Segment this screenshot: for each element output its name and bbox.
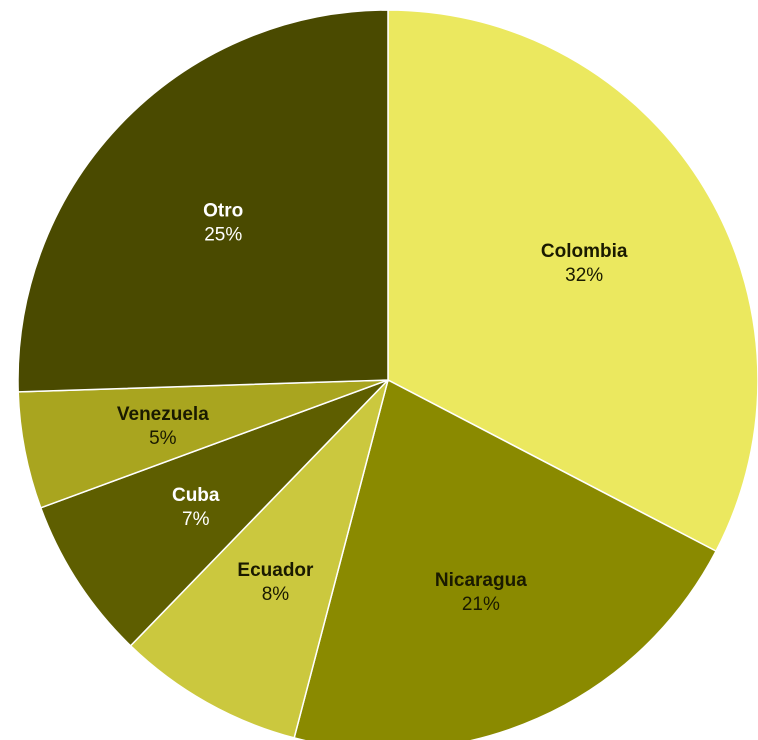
slice-percent-otro: 25% (204, 224, 242, 245)
slice-percent-cuba: 7% (182, 509, 210, 530)
slice-label-venezuela: Venezuela (117, 404, 209, 425)
slice-label-ecuador: Ecuador (237, 560, 314, 581)
slice-percent-nicaragua: 21% (462, 594, 500, 615)
pie-slice-cuba (40, 379, 389, 647)
slice-label-cuba: Cuba (172, 485, 220, 506)
pie-slice-ecuador (129, 379, 389, 739)
slice-label-nicaragua: Nicaragua (435, 570, 527, 591)
slice-percent-colombia: 32% (565, 265, 603, 286)
pie-slices (17, 9, 758, 740)
slice-percent-venezuela: 5% (149, 428, 177, 449)
pie-slice-nicaragua (293, 379, 717, 740)
pie-slice-colombia (387, 9, 758, 552)
slice-label-colombia: Colombia (541, 241, 628, 262)
slice-label-otro: Otro (203, 200, 243, 221)
pie-slice-otro (17, 9, 389, 393)
pie-labels: Colombia 32% Nicaragua 21% Ecuador 8% Cuba 7% Ve… (117, 200, 628, 614)
slice-percent-ecuador: 8% (262, 584, 290, 605)
